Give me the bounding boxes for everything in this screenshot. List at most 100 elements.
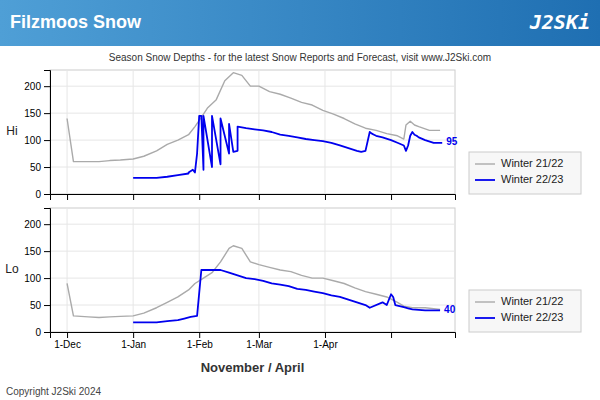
x-axis-title: November / April [201, 360, 305, 375]
x-tick-mark [67, 194, 68, 200]
plot-frame [50, 70, 455, 194]
x-tick: 1-Mar [246, 332, 273, 350]
y-tick-label: 150 [24, 246, 41, 257]
legend-label: Winter 22/23 [501, 311, 563, 323]
legend-swatch [475, 317, 495, 319]
x-tick-mark [199, 194, 200, 200]
legend-label: Winter 22/23 [501, 173, 563, 185]
legend-box [469, 290, 581, 332]
x-tick: 1-Jan [121, 332, 146, 350]
y-axis-title: Hi [6, 124, 17, 138]
series-line [133, 116, 442, 178]
grid [50, 208, 455, 332]
x-grid-line [67, 208, 68, 332]
x-tick-mark [133, 194, 134, 200]
y-tick-label: 200 [24, 219, 41, 230]
x-grid-line [391, 70, 392, 194]
y-tick-label: 50 [30, 300, 42, 311]
series-line [133, 270, 440, 322]
x-tick [259, 194, 260, 200]
y-tick-mark [44, 113, 50, 114]
y-tick: 100 [24, 135, 50, 146]
y-tick-label: 100 [24, 135, 41, 146]
y-tick-label: 50 [30, 162, 42, 173]
x-grid-line [324, 208, 325, 332]
x-grid-line [133, 70, 134, 194]
y-tick-label: 200 [24, 81, 41, 92]
title: Filzmoos Snow [10, 12, 142, 32]
x-tick-label: 1-Apr [313, 339, 338, 350]
x-axis-line [51, 195, 456, 201]
legend-box [469, 152, 581, 194]
y-tick: 150 [24, 108, 50, 119]
logo: J2SKi [529, 10, 590, 34]
y-tick-mark [44, 194, 50, 195]
x-tick-mark [391, 332, 392, 338]
x-tick-mark [325, 194, 326, 200]
y-grid-line [50, 167, 455, 168]
y-tick: 50 [30, 162, 50, 173]
x-tick [325, 194, 326, 200]
panel: 1-Dec 1-Jan 1-Feb 1-Mar 1-Apr 0 50 100 150 200 Lo N… [5, 208, 581, 375]
y-tick-mark [44, 332, 50, 333]
y-tick: 150 [24, 246, 50, 257]
y-grid-line [50, 224, 455, 225]
lines [67, 73, 442, 178]
y-tick-label: 150 [24, 108, 41, 119]
y-tick: 100 [24, 273, 50, 284]
y-grid-line [50, 305, 455, 306]
y-axis-title: Lo [5, 262, 19, 276]
header-band [0, 0, 600, 46]
series-line [67, 73, 440, 162]
y-tick-mark [44, 86, 50, 87]
x-tick-mark [325, 332, 326, 338]
y-axis: 0 50 100 150 200 [24, 71, 50, 200]
x-tick-mark [391, 194, 392, 200]
legend-swatch [475, 301, 495, 302]
x-grid-line [391, 208, 392, 332]
y-tick: 200 [24, 81, 50, 92]
x-tick [391, 332, 392, 338]
y-tick-label: 0 [35, 189, 41, 200]
x-grid-line [67, 70, 68, 194]
y-grid-line [50, 140, 455, 141]
x-grid-line [133, 208, 134, 332]
footnote: Copyright J2Ski 2024 [6, 386, 101, 397]
subtitle: Season Snow Depths - for the latest Snow… [109, 52, 491, 63]
y-tick-mark [44, 305, 50, 306]
x-tick-label: 1-Dec [54, 339, 81, 350]
y-grid-line [50, 113, 455, 114]
y-tick: 200 [24, 219, 50, 230]
x-tick [133, 194, 134, 200]
series-line [67, 246, 440, 318]
x-tick-label: 1-Mar [246, 339, 273, 350]
legend-label: Winter 21/22 [501, 295, 563, 307]
legend-label: Winter 21/22 [501, 157, 563, 169]
end-label: 40 [444, 304, 456, 315]
panel: 050100150200Hi95Winter 21/22Winter 22/23 [6, 70, 581, 200]
y-tick: 0 [35, 189, 50, 200]
x-tick-label: 1-Feb [187, 339, 214, 350]
x-grid-line [199, 208, 200, 332]
x-axis: 1-Dec 1-Jan 1-Feb 1-Mar 1-Apr [51, 332, 456, 350]
x-tick-mark [259, 332, 260, 338]
x-grid-line [258, 70, 259, 194]
grid [50, 70, 455, 194]
x-tick: 1-Dec [54, 332, 81, 350]
y-axis: 0 50 100 150 200 [24, 209, 50, 338]
y-tick: 0 [35, 327, 50, 338]
x-tick-mark [67, 332, 68, 338]
plot-frame [50, 208, 455, 332]
y-tick: 50 [30, 300, 50, 311]
legend-swatch [475, 179, 495, 181]
x-tick [199, 194, 200, 200]
x-tick: 1-Feb [187, 332, 214, 350]
legend-swatch [475, 163, 495, 164]
y-grid-line [50, 251, 455, 252]
lines [67, 246, 440, 323]
x-grid-line [258, 208, 259, 332]
y-axis-line [44, 209, 51, 333]
x-tick [391, 194, 392, 200]
y-tick-mark [44, 140, 50, 141]
y-tick-mark [44, 278, 50, 279]
